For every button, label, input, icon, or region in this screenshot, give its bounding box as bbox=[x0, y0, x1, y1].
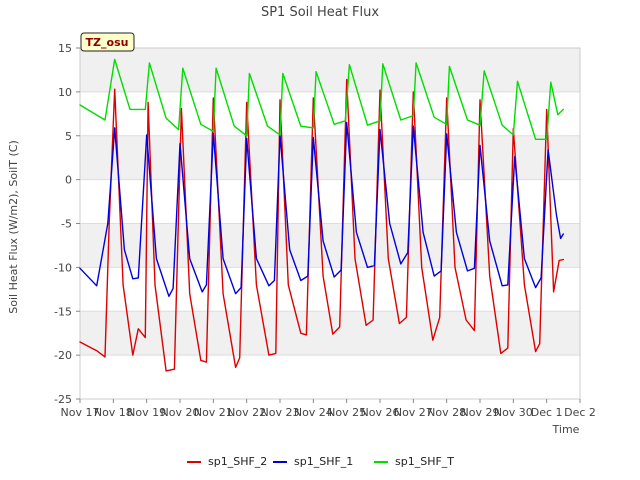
plot-band bbox=[80, 48, 580, 92]
x-tick-label: Nov 24 bbox=[294, 406, 333, 419]
plot-band bbox=[80, 135, 580, 180]
legend-label: sp1_SHF_2 bbox=[208, 455, 267, 468]
tz-badge-box bbox=[80, 32, 135, 52]
chart-title: SP1 Soil Heat Flux bbox=[261, 5, 379, 20]
x-tick-label: Nov 29 bbox=[461, 406, 500, 419]
y-axis-title: Soil Heat Flux (W/m2), SoilT (C) bbox=[7, 140, 20, 313]
x-tick-label: Nov 17 bbox=[61, 406, 100, 419]
y-tick-label: 5 bbox=[65, 130, 72, 143]
y-tick-label: -15 bbox=[54, 305, 72, 318]
x-tick-label: Dec 2 bbox=[564, 406, 596, 419]
series-line-sp1_SHF_T bbox=[79, 58, 564, 141]
legend: sp1_SHF_2 sp1_SHF_1 sp1_SHF_T bbox=[187, 455, 454, 468]
x-tick-label: Nov 28 bbox=[427, 406, 466, 419]
series-lines bbox=[79, 58, 564, 372]
x-tick-label: Nov 30 bbox=[494, 406, 533, 419]
y-tick-label: -25 bbox=[54, 393, 72, 406]
tz-badge-label: TZ_osu bbox=[86, 36, 129, 49]
plot-bands bbox=[80, 48, 580, 399]
y-tick-label: -20 bbox=[54, 349, 72, 362]
x-tick-label: Nov 25 bbox=[327, 406, 366, 419]
x-axis-title: Time bbox=[552, 423, 580, 436]
series-line-sp1_SHF_2 bbox=[79, 78, 564, 372]
plot-band bbox=[80, 223, 580, 268]
x-tick-label: Nov 21 bbox=[194, 406, 233, 419]
plot-band bbox=[80, 267, 580, 312]
plot-band bbox=[80, 179, 580, 224]
y-tick-label: -10 bbox=[54, 261, 72, 274]
y-tick-label: 10 bbox=[58, 86, 72, 99]
x-tick-label: Nov 23 bbox=[261, 406, 300, 419]
x-tick-label: Nov 27 bbox=[394, 406, 433, 419]
y-tick-label: -5 bbox=[61, 218, 72, 231]
y-axis-ticks: -25 -20 -15 -10 -5 0 5 10 15 bbox=[54, 42, 80, 406]
x-tick-label: Nov 19 bbox=[127, 406, 166, 419]
x-tick-label: Dec 1 bbox=[531, 406, 563, 419]
legend-label: sp1_SHF_T bbox=[395, 455, 454, 468]
plot-band bbox=[80, 355, 580, 399]
x-tick-label: Nov 20 bbox=[161, 406, 200, 419]
y-tick-label: 0 bbox=[65, 174, 72, 187]
x-tick-label: Nov 26 bbox=[361, 406, 400, 419]
legend-label: sp1_SHF_1 bbox=[294, 455, 353, 468]
y-tick-label: 15 bbox=[58, 42, 72, 55]
x-tick-label: Nov 18 bbox=[94, 406, 133, 419]
x-tick-label: Nov 22 bbox=[227, 406, 266, 419]
tz-badge: TZ_osu bbox=[80, 32, 135, 52]
series-line-sp1_SHF_1 bbox=[79, 121, 564, 297]
